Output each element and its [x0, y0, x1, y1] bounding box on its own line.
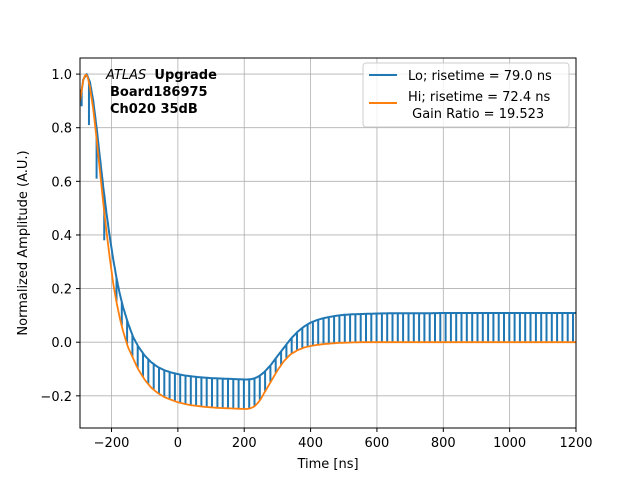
annotation-channel: Ch020 35dB: [110, 102, 198, 117]
svg-text:ATLAS Upgrade: ATLAS Upgrade: [105, 68, 217, 83]
legend-label-hi: Hi; risetime = 72.4 ns: [408, 90, 550, 105]
legend-gain-ratio: Gain Ratio = 19.523: [408, 107, 544, 122]
legend-box: [362, 62, 570, 128]
series-layer: [80, 73, 576, 410]
legend: Lo; risetime = 79.0 ns Hi; risetime = 72…: [362, 62, 570, 128]
y-axis-label: Normalized Amplitude (A.U.): [16, 150, 31, 335]
x-tick-label: 200: [232, 436, 257, 451]
annotation-tag: Upgrade: [154, 68, 217, 83]
y-tick-label: 0.4: [51, 229, 72, 244]
y-tick-label: 0.2: [51, 283, 72, 298]
x-tick-label: −200: [94, 436, 130, 451]
y-tick-label: 0.0: [51, 336, 72, 351]
y-tick-label: 0.6: [51, 175, 72, 190]
plot-frame: [79, 57, 577, 429]
y-tick-label: 0.8: [51, 122, 72, 137]
tick-layer: −200 0 200 400 600 800 1000 1200 −0.2 0.0 0.2 0.4 0.…: [40, 68, 592, 451]
x-tick-label: 600: [365, 436, 390, 451]
annotation-board: Board186975: [110, 85, 208, 100]
series-hi-line: [80, 73, 576, 410]
y-tick-label: 1.0: [51, 68, 72, 83]
x-tick-label: 400: [298, 436, 323, 451]
atlas-annotation: ATLAS Upgrade Board186975 Ch020 35dB: [105, 68, 217, 117]
annotation-experiment: ATLAS: [105, 68, 146, 83]
x-axis-label: Time [ns]: [296, 457, 358, 472]
y-tick-label: −0.2: [40, 390, 72, 405]
legend-label-lo: Lo; risetime = 79.0 ns: [408, 69, 552, 84]
x-tick-label: 800: [431, 436, 456, 451]
series-lo-line: [80, 73, 576, 410]
x-tick-label: 0: [174, 436, 182, 451]
x-tick-label: 1200: [559, 436, 592, 451]
x-tick-label: 1000: [493, 436, 526, 451]
